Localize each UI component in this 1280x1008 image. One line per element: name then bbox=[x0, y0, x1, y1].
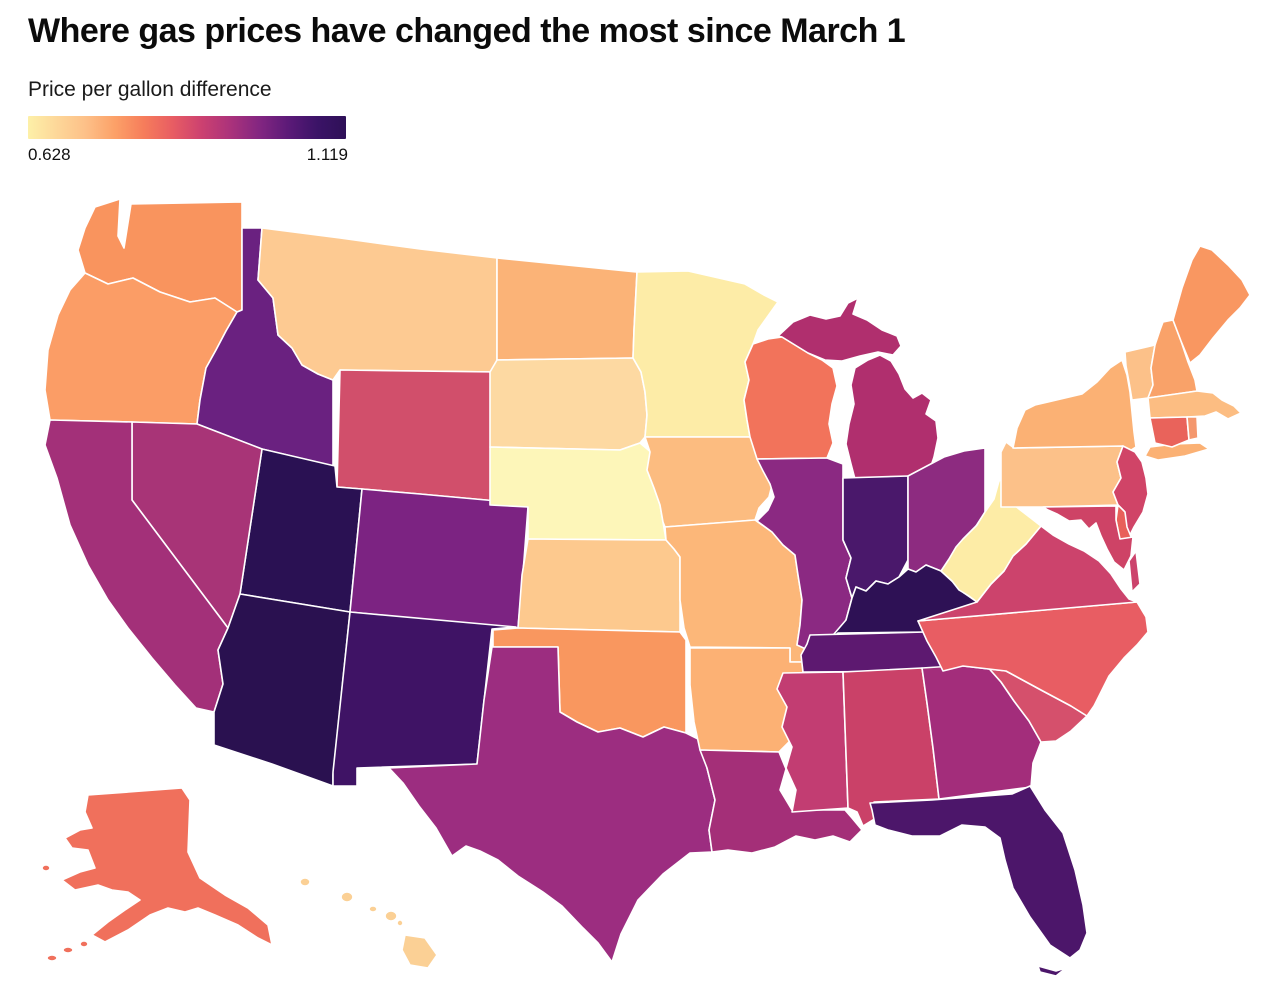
state-rhode-island[interactable] bbox=[1186, 416, 1199, 441]
legend-ticks: 0.628 1.119 bbox=[28, 145, 348, 165]
hawaii-island-lanai[interactable] bbox=[396, 919, 404, 927]
chart-header: Where gas prices have changed the most s… bbox=[28, 12, 906, 51]
hawaii-island-oahu[interactable] bbox=[340, 891, 354, 903]
state-texas[interactable] bbox=[388, 646, 716, 963]
legend-gradient-bar bbox=[28, 116, 346, 139]
alaska-aleutian-island[interactable] bbox=[79, 940, 89, 948]
state-michigan-upper-peninsula[interactable] bbox=[777, 297, 902, 362]
state-pennsylvania[interactable] bbox=[1000, 441, 1124, 508]
chart-title: Where gas prices have changed the most s… bbox=[28, 12, 906, 50]
state-new-mexico[interactable] bbox=[332, 611, 517, 787]
hawaii-island-maui[interactable] bbox=[384, 910, 398, 922]
color-legend: Price per gallon difference 0.628 1.119 bbox=[28, 78, 348, 165]
legend-label: Price per gallon difference bbox=[28, 78, 272, 101]
state-new-hampshire[interactable] bbox=[1147, 319, 1198, 399]
state-kansas[interactable] bbox=[517, 538, 681, 633]
state-maryland[interactable] bbox=[1042, 505, 1134, 571]
state-california[interactable] bbox=[44, 419, 229, 713]
state-montana[interactable] bbox=[257, 227, 498, 381]
state-florida[interactable] bbox=[869, 785, 1088, 959]
legend-min-value: 0.628 bbox=[28, 145, 71, 164]
state-virginia-eastern-shore[interactable] bbox=[1128, 550, 1141, 593]
alaska-island[interactable] bbox=[41, 864, 51, 872]
state-alaska[interactable] bbox=[61, 787, 273, 946]
hawaii-island-kauai[interactable] bbox=[299, 877, 311, 887]
alaska-aleutian-island[interactable] bbox=[46, 954, 58, 962]
state-north-carolina[interactable] bbox=[917, 601, 1149, 717]
state-new-york[interactable] bbox=[1012, 359, 1137, 453]
hawaii-island-big-island[interactable] bbox=[401, 934, 438, 969]
state-maine[interactable] bbox=[1172, 245, 1251, 364]
state-arizona[interactable] bbox=[213, 593, 351, 787]
state-massachusetts[interactable] bbox=[1147, 390, 1242, 420]
state-louisiana[interactable] bbox=[699, 749, 863, 854]
state-north-dakota[interactable] bbox=[496, 257, 638, 361]
legend-max-value: 1.119 bbox=[306, 145, 348, 164]
alaska-aleutian-island[interactable] bbox=[62, 946, 74, 954]
state-florida-keys[interactable] bbox=[1037, 965, 1067, 977]
state-wyoming[interactable] bbox=[336, 369, 498, 502]
state-michigan-lower-peninsula[interactable] bbox=[845, 354, 939, 484]
state-south-dakota[interactable] bbox=[489, 357, 648, 451]
hawaii-island-molokai[interactable] bbox=[368, 905, 378, 913]
state-colorado[interactable] bbox=[349, 488, 529, 629]
state-connecticut[interactable] bbox=[1149, 416, 1190, 448]
